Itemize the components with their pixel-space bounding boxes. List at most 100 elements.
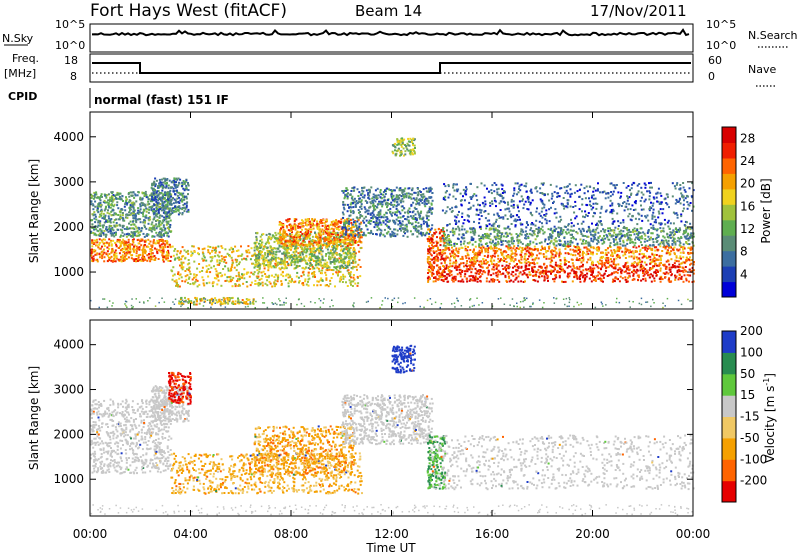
power-cell bbox=[279, 233, 282, 236]
power-cell bbox=[420, 193, 423, 196]
power-cell bbox=[166, 203, 169, 206]
power-cell bbox=[645, 271, 647, 273]
power-cell bbox=[212, 281, 215, 284]
power-cell bbox=[327, 228, 330, 231]
power-cell bbox=[411, 222, 414, 225]
power-cell bbox=[360, 228, 363, 230]
power-cell bbox=[354, 252, 357, 255]
power-cell bbox=[349, 239, 352, 242]
power-cell bbox=[337, 225, 340, 228]
power-cell bbox=[185, 206, 188, 209]
power-cell bbox=[285, 246, 288, 249]
power-cell bbox=[91, 239, 94, 242]
power-cell bbox=[287, 241, 290, 244]
power-cell bbox=[182, 261, 185, 264]
power-cell bbox=[396, 138, 399, 141]
power-cell bbox=[112, 199, 115, 202]
power-cell bbox=[99, 199, 102, 202]
power-cell bbox=[104, 214, 107, 217]
power-cell bbox=[241, 276, 243, 279]
power-cell bbox=[575, 274, 578, 277]
power-cell bbox=[250, 271, 253, 274]
power-cell bbox=[297, 276, 300, 279]
power-cell bbox=[177, 209, 180, 212]
power-cell bbox=[313, 224, 316, 227]
power-cell bbox=[90, 254, 93, 257]
power-cell bbox=[433, 252, 436, 254]
power-cell bbox=[165, 179, 168, 182]
power-cell bbox=[133, 245, 135, 248]
power-cell bbox=[299, 251, 302, 254]
power-cell bbox=[191, 278, 194, 281]
power-cell bbox=[277, 232, 280, 235]
power-cell bbox=[342, 275, 345, 278]
power-cell bbox=[175, 210, 178, 213]
power-cell bbox=[136, 247, 139, 250]
power-cell bbox=[101, 257, 104, 260]
power-cell bbox=[474, 275, 477, 278]
power-cell bbox=[422, 233, 425, 236]
power-cell bbox=[384, 199, 387, 202]
power-cell bbox=[330, 221, 333, 224]
power-cell bbox=[248, 251, 251, 254]
power-cell bbox=[286, 273, 289, 276]
power-cell bbox=[230, 297, 233, 300]
power-cell bbox=[176, 185, 179, 188]
power-cell bbox=[123, 255, 126, 258]
power-cell bbox=[276, 242, 279, 245]
power-cell bbox=[375, 222, 378, 224]
power-cell bbox=[491, 280, 494, 283]
power-cell bbox=[591, 267, 594, 270]
power-cell bbox=[582, 274, 585, 277]
power-cell bbox=[133, 260, 136, 262]
power-cell bbox=[260, 251, 262, 254]
power-cell bbox=[296, 230, 299, 233]
power-cell bbox=[293, 236, 295, 239]
power-cell bbox=[347, 260, 350, 263]
power-cell bbox=[652, 265, 655, 268]
power-cell bbox=[321, 250, 324, 253]
power-cell bbox=[380, 229, 383, 232]
power-cell bbox=[132, 247, 135, 250]
power-cell bbox=[357, 263, 360, 266]
power-cell bbox=[214, 297, 217, 300]
power-cell bbox=[109, 257, 112, 259]
power-cell bbox=[298, 281, 300, 284]
power-cell bbox=[283, 246, 286, 249]
power-cell bbox=[311, 218, 314, 220]
power-cell bbox=[539, 272, 542, 275]
power-cell bbox=[156, 204, 159, 207]
power-cell bbox=[115, 193, 118, 196]
power-cell bbox=[655, 269, 658, 272]
power-cell bbox=[361, 215, 364, 218]
power-cell bbox=[364, 215, 367, 218]
power-cell bbox=[182, 180, 185, 182]
power-cell bbox=[352, 236, 355, 239]
power-cell bbox=[389, 234, 392, 237]
power-cell bbox=[188, 267, 191, 270]
power-cell bbox=[166, 200, 169, 203]
power-cell bbox=[597, 267, 600, 270]
power-cell bbox=[272, 265, 275, 268]
power-cell bbox=[437, 241, 440, 244]
power-cell bbox=[156, 196, 159, 199]
power-cell bbox=[127, 234, 130, 237]
power-cell bbox=[229, 269, 232, 272]
power-cell bbox=[195, 303, 198, 306]
power-cell bbox=[428, 224, 430, 227]
power-cell bbox=[380, 193, 383, 196]
power-cell bbox=[207, 245, 210, 248]
power-cell bbox=[123, 205, 126, 208]
power-cell bbox=[120, 208, 123, 211]
power-cell bbox=[151, 205, 154, 208]
power-cell bbox=[224, 255, 227, 258]
power-cell bbox=[135, 252, 138, 255]
power-cell bbox=[196, 285, 199, 288]
power-cell bbox=[274, 237, 277, 240]
power-cell bbox=[364, 211, 367, 214]
power-cell bbox=[339, 265, 342, 268]
power-cell bbox=[208, 264, 211, 267]
power-cell bbox=[286, 249, 289, 252]
power-cell bbox=[161, 252, 164, 254]
power-cell bbox=[107, 209, 109, 212]
